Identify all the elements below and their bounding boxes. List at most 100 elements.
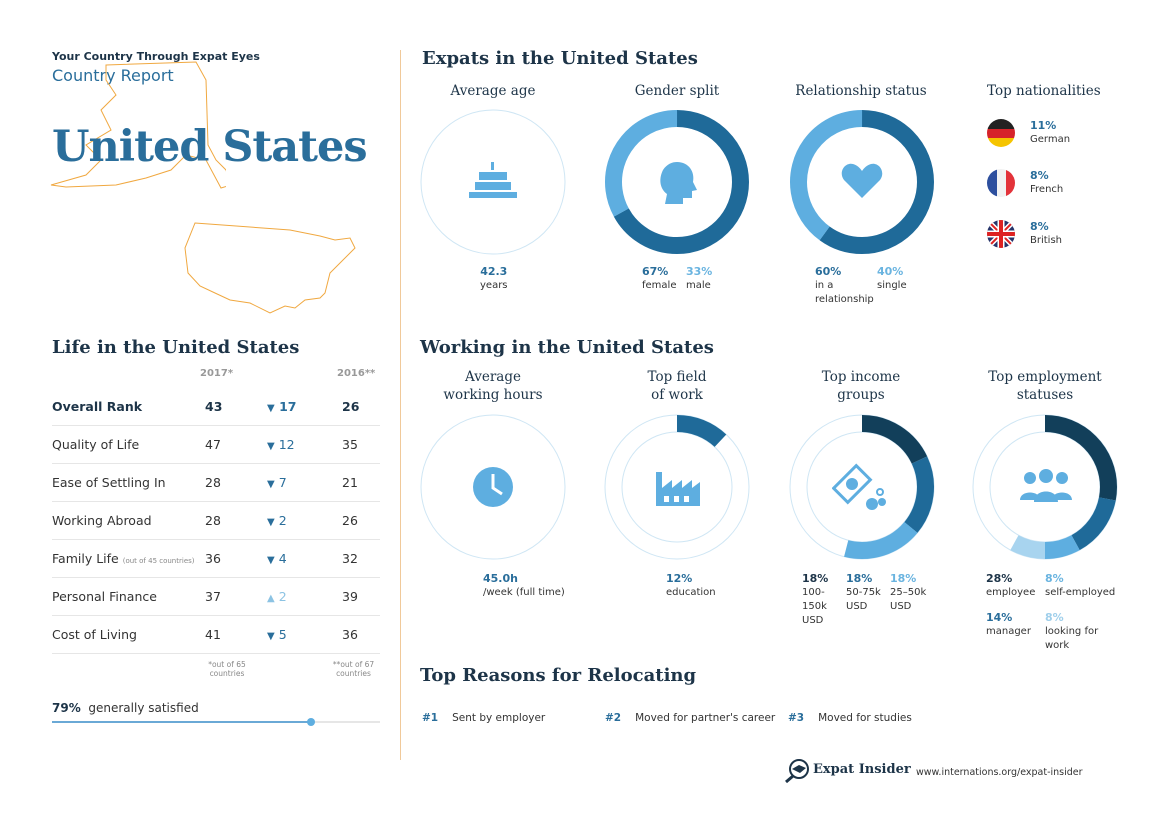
employment-donut-segment [973,415,1117,559]
income-pct: 18% [802,572,829,585]
income-label: 50-75k USD [846,587,881,612]
usa-map [184,222,356,314]
people-icon [1020,469,1072,502]
factory-icon [656,472,700,506]
nationality-pct: 11% [1030,119,1057,132]
field-donut-segment [605,415,749,559]
male-label: male [686,280,711,291]
rank-change: ▲ 2 [267,589,287,604]
hours-heading: Average working hours [403,368,583,404]
rank-2017: 47 [205,437,221,452]
ranking-label: Quality of Life [52,437,140,452]
ranking-label: Overall Rank [52,399,143,414]
working-title: Working in the United States [420,337,714,358]
uk-flag-icon [987,220,1015,248]
col-2017: 2017* [200,368,234,379]
satisfaction-label: generally satisfied [88,701,199,715]
hours-value: 45.0h [483,572,518,585]
report-label: Country Report [52,66,174,85]
employment-donut-segment [973,415,1117,559]
relationship-heading: Relationship status [795,83,927,99]
female-pct: 67% [642,265,669,278]
ranking-row: Working Abroad 28 ▼ 2 26 [52,502,380,540]
rank-change: ▼ 7 [267,475,287,490]
age-heading: Average age [450,83,536,99]
satisfaction-bar [52,718,380,726]
triangle-down-icon: ▼ [267,441,275,452]
nationality-label: French [1030,184,1064,195]
rank-2016: 35 [342,437,358,452]
age-unit: years [480,280,508,291]
employment-donut-segment [973,415,1117,559]
rank-2016: 39 [342,589,358,604]
ranking-label: Family Life (out of 45 countries) [52,551,195,566]
reasons-title: Top Reasons for Relocating [420,665,697,686]
field-heading-2: of work [651,387,703,403]
income-donut-segment [790,415,934,559]
ranking-row: Overall Rank 43 ▼ 17 26 [52,388,380,426]
reason-rank: #2 [605,712,622,724]
satisfaction-marker [307,718,316,726]
country-title: United States [52,122,368,172]
employment-heading: Top employment statuses [955,368,1135,404]
rank-change: ▼ 4 [267,551,287,566]
reason-item: #2 Moved for partner's career [605,712,775,724]
rank-2017: 41 [205,627,221,642]
nationalities-heading: Top nationalities [987,83,1101,99]
single-pct: 40% [877,265,904,278]
triangle-down-icon: ▼ [267,403,275,414]
ranking-label: Working Abroad [52,513,152,528]
income-label: 100-150k USD [802,587,827,626]
birthday-cake-icon [469,162,517,198]
income-donut-segment [790,415,934,559]
reason-item: #1 Sent by employer [422,712,545,724]
employment-pct: 28% [986,572,1013,585]
triangle-down-icon: ▼ [267,479,275,490]
rank-change: ▼ 2 [267,513,287,528]
footnote-2017: *out of 65 countries [208,660,246,678]
column-divider [400,50,401,760]
hours-heading-1: Average [465,369,521,385]
head-icon [660,162,697,204]
triangle-down-icon: ▼ [267,517,275,528]
nationality-pct: 8% [1030,220,1049,233]
employment-label: manager [986,626,1031,637]
money-icon [832,463,886,510]
rank-2017: 37 [205,589,221,604]
alaska-map [50,61,226,189]
field-pct: 12% [666,572,693,585]
ranking-row: Family Life (out of 45 countries) 36 ▼ 4… [52,540,380,578]
employment-heading-1: Top employment [988,369,1102,385]
income-label: 25–50k USD [890,587,927,612]
footnote-2016: **out of 67 countries [332,660,375,678]
clock-icon [473,467,513,507]
field-heading-1: Top field [647,369,707,385]
reason-label: Moved for studies [818,712,912,724]
rankings-table: 2017* 2016** Overall Rank 43 ▼ 17 26 Quali… [52,368,380,678]
hours-unit: /week (full time) [483,587,565,598]
triangle-down-icon: ▼ [267,555,275,566]
relationship-pct: 60% [815,265,842,278]
ranking-row: Ease of Settling In 28 ▼ 7 21 [52,464,380,502]
kicker: Your Country Through Expat Eyes [52,50,260,63]
employment-heading-2: statuses [1016,387,1074,403]
ranking-label: Cost of Living [52,627,137,642]
rank-2016: 36 [342,627,358,642]
reason-rank: #3 [788,712,805,724]
employment-label: employee [986,587,1036,598]
rank-2017: 36 [205,551,221,566]
ranking-row: Personal Finance 37 ▲ 2 39 [52,578,380,616]
rank-change: ▼ 5 [267,627,287,642]
reason-rank: #1 [422,712,439,724]
rank-change: ▼ 12 [267,437,295,452]
hours-ring [420,414,566,560]
rank-2016: 26 [342,399,360,414]
income-donut-segment [790,415,934,559]
field-donut-outer-ring [604,414,750,560]
single-label: single [877,280,907,291]
female-label: female [642,280,677,291]
footer-url[interactable]: www.internations.org/expat-insider [916,767,1083,778]
rank-2016: 26 [342,513,358,528]
nationality-pct: 8% [1030,169,1049,182]
satisfaction-fill [52,718,316,726]
